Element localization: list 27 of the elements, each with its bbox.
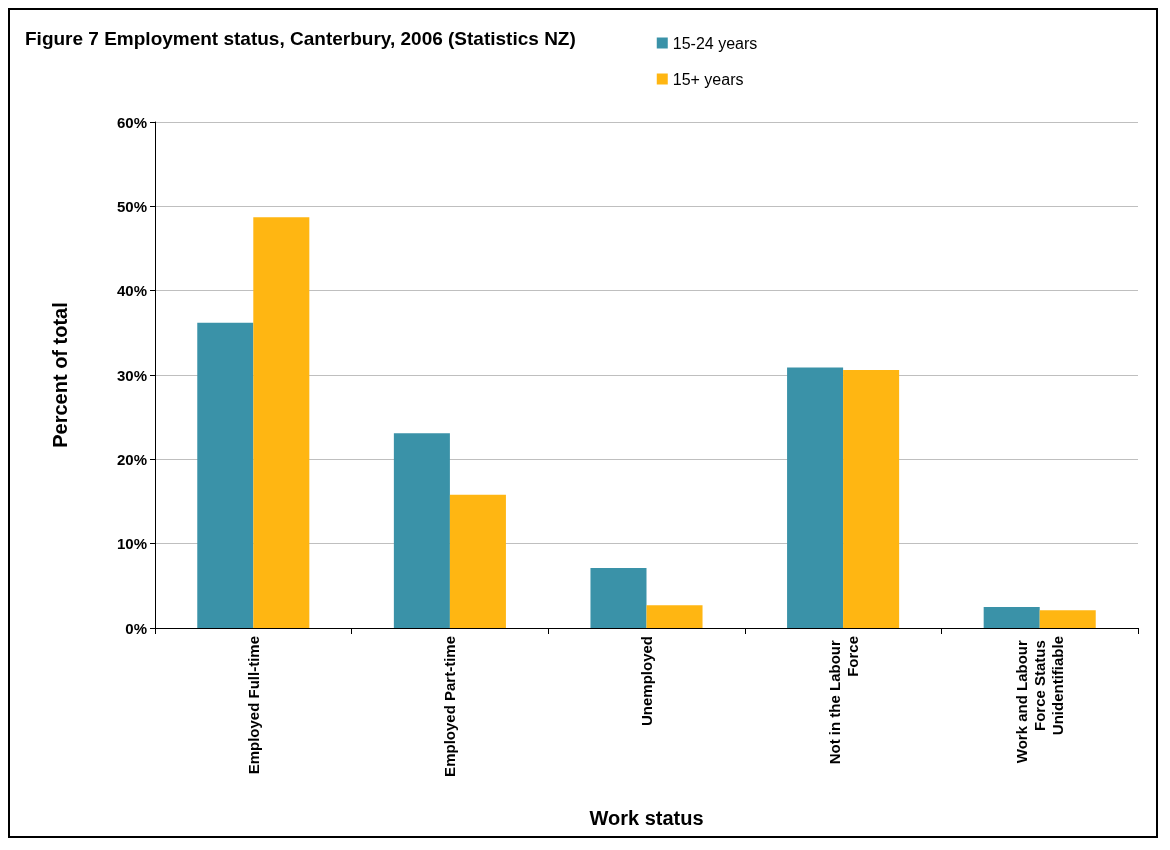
x-tick-label: Employed Full-time [244, 636, 262, 775]
bar [1039, 610, 1096, 628]
x-tick-label: Employed Part-time [441, 636, 459, 777]
bar [393, 433, 450, 628]
bar [843, 369, 900, 628]
y-axis-title: Percent of total [49, 302, 71, 448]
y-tick-label: 50% [116, 197, 147, 215]
bar [253, 217, 310, 628]
y-tick-label: 20% [116, 450, 147, 468]
bar [787, 367, 844, 628]
y-tick-label: 30% [116, 366, 147, 384]
bar [983, 606, 1040, 628]
legend-label: 15-24 years [672, 34, 758, 52]
legend-label: 15+ years [672, 70, 744, 88]
bar [197, 322, 254, 628]
x-axis-title: Work status [589, 807, 704, 829]
x-tick-label: Not in the Labour Force [825, 636, 861, 765]
y-tick-label: 0% [125, 619, 147, 637]
y-tick-label: 40% [116, 282, 147, 300]
y-tick-label: 10% [116, 535, 147, 553]
bar [449, 494, 506, 628]
x-tick-label: Work and Labour Force Status Unidentifiable [1013, 636, 1067, 764]
chart-title: Figure 7 Employment status, Canterbury, 2006 (Statistics NZ) [25, 28, 576, 49]
y-tick-label: 60% [116, 113, 147, 131]
bar [590, 568, 647, 628]
bar [646, 605, 703, 628]
x-tick-label: Unemployed [638, 636, 655, 727]
